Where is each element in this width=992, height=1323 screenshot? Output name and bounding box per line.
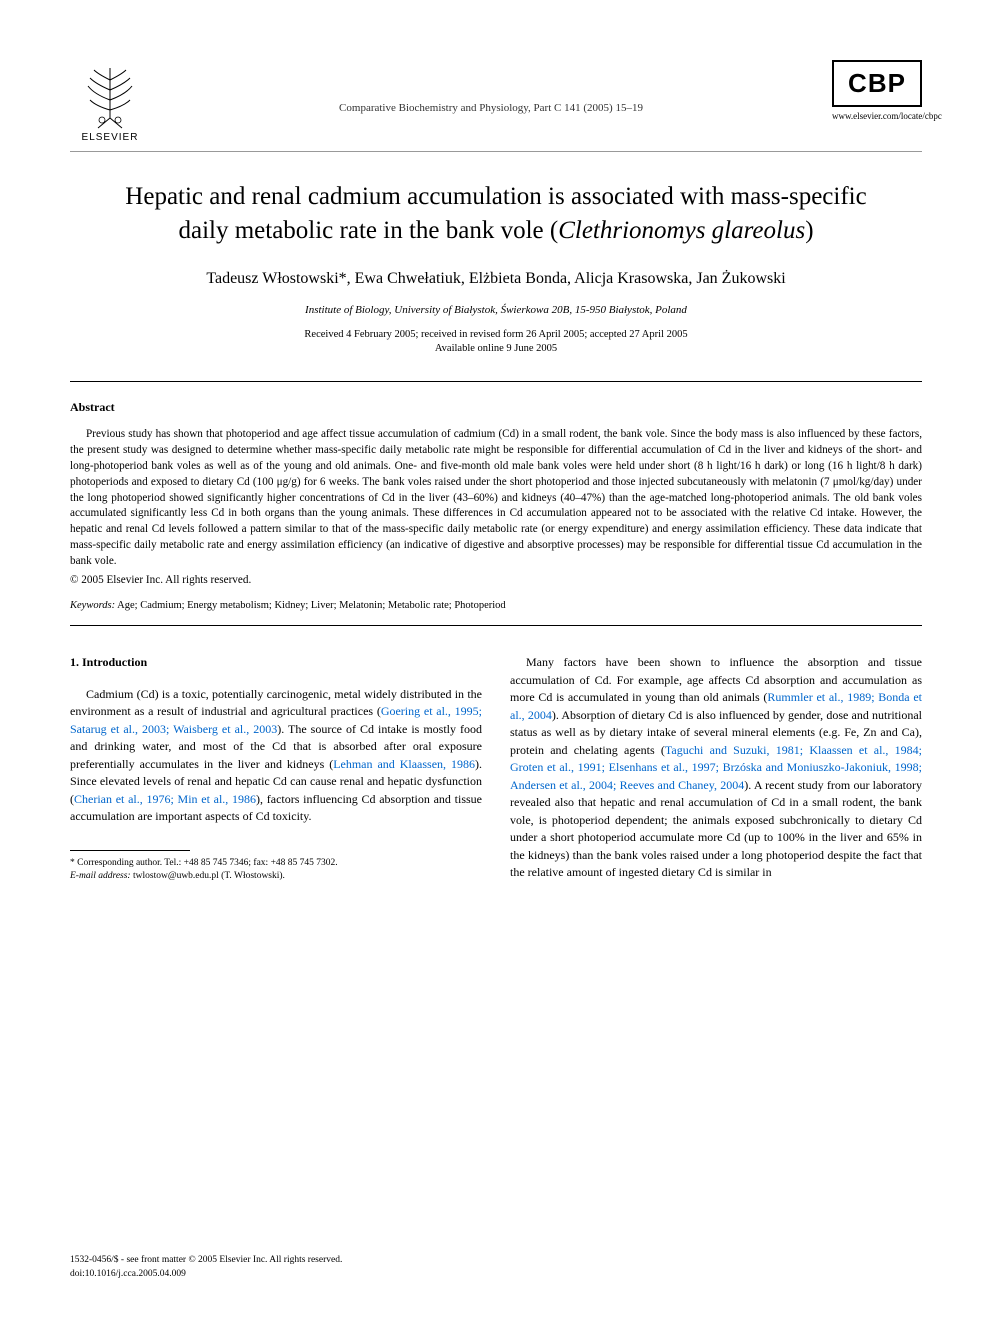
dates-line2: Available online 9 June 2005 xyxy=(435,343,557,354)
journal-logo-text: CBP xyxy=(832,60,922,107)
journal-url: www.elsevier.com/locate/cbpc xyxy=(832,111,922,121)
column-right: Many factors have been shown to influenc… xyxy=(510,654,922,883)
corresponding-author-footnote: * Corresponding author. Tel.: +48 85 745… xyxy=(70,857,482,884)
header-rule xyxy=(70,151,922,152)
abstract-rule-bottom xyxy=(70,625,922,626)
dates-line1: Received 4 February 2005; received in re… xyxy=(304,329,687,340)
affiliation: Institute of Biology, University of Biał… xyxy=(70,304,922,316)
abstract-text: Previous study has shown that photoperio… xyxy=(70,427,922,570)
email-line: E-mail address: twlostow@uwb.edu.pl (T. … xyxy=(70,870,482,883)
section-1-heading: 1. Introduction xyxy=(70,654,482,672)
p2c: ). A recent study from our laboratory re… xyxy=(510,778,922,880)
article-title: Hepatic and renal cadmium accumulation i… xyxy=(70,180,922,248)
header-row: ELSEVIER Comparative Biochemistry and Ph… xyxy=(70,60,922,143)
publisher-name: ELSEVIER xyxy=(82,132,139,143)
elsevier-tree-icon xyxy=(80,60,140,130)
email-value: twlostow@uwb.edu.pl (T. Włostowski). xyxy=(131,871,285,881)
body-columns: 1. Introduction Cadmium (Cd) is a toxic,… xyxy=(70,654,922,883)
footer-line1: 1532-0456/$ - see front matter © 2005 El… xyxy=(70,1254,342,1267)
journal-reference: Comparative Biochemistry and Physiology,… xyxy=(150,60,832,114)
title-species: Clethrionomys glareolus xyxy=(558,217,805,244)
authors: Tadeusz Włostowski*, Ewa Chwełatiuk, Elż… xyxy=(70,270,922,288)
intro-para-1: Cadmium (Cd) is a toxic, potentially car… xyxy=(70,686,482,826)
elsevier-logo: ELSEVIER xyxy=(70,60,150,143)
keywords-label: Keywords: xyxy=(70,600,115,611)
title-line1: Hepatic and renal cadmium accumulation i… xyxy=(125,183,866,210)
page-footer: 1532-0456/$ - see front matter © 2005 El… xyxy=(70,1254,342,1281)
email-label: E-mail address: xyxy=(70,871,131,881)
title-line2a: daily metabolic rate in the bank vole ( xyxy=(178,217,558,244)
cite-lehman[interactable]: Lehman and Klaassen, 1986 xyxy=(333,757,475,771)
page-container: ELSEVIER Comparative Biochemistry and Ph… xyxy=(0,0,992,923)
title-line2c: ) xyxy=(805,217,813,244)
journal-logo-block: CBP www.elsevier.com/locate/cbpc xyxy=(832,60,922,121)
footer-line2: doi:10.1016/j.cca.2005.04.009 xyxy=(70,1268,342,1281)
intro-para-2: Many factors have been shown to influenc… xyxy=(510,654,922,882)
abstract-heading: Abstract xyxy=(70,400,922,415)
corr-author-line: * Corresponding author. Tel.: +48 85 745… xyxy=(70,857,482,870)
keywords-line: Keywords: Age; Cadmium; Energy metabolis… xyxy=(70,600,922,611)
abstract-copyright: © 2005 Elsevier Inc. All rights reserved… xyxy=(70,574,922,586)
keywords-text: Age; Cadmium; Energy metabolism; Kidney;… xyxy=(115,600,506,611)
footnote-rule xyxy=(70,850,190,851)
column-left: 1. Introduction Cadmium (Cd) is a toxic,… xyxy=(70,654,482,883)
cite-cherian[interactable]: Cherian et al., 1976; Min et al., 1986 xyxy=(74,792,256,806)
abstract-rule-top xyxy=(70,381,922,382)
article-dates: Received 4 February 2005; received in re… xyxy=(70,328,922,357)
